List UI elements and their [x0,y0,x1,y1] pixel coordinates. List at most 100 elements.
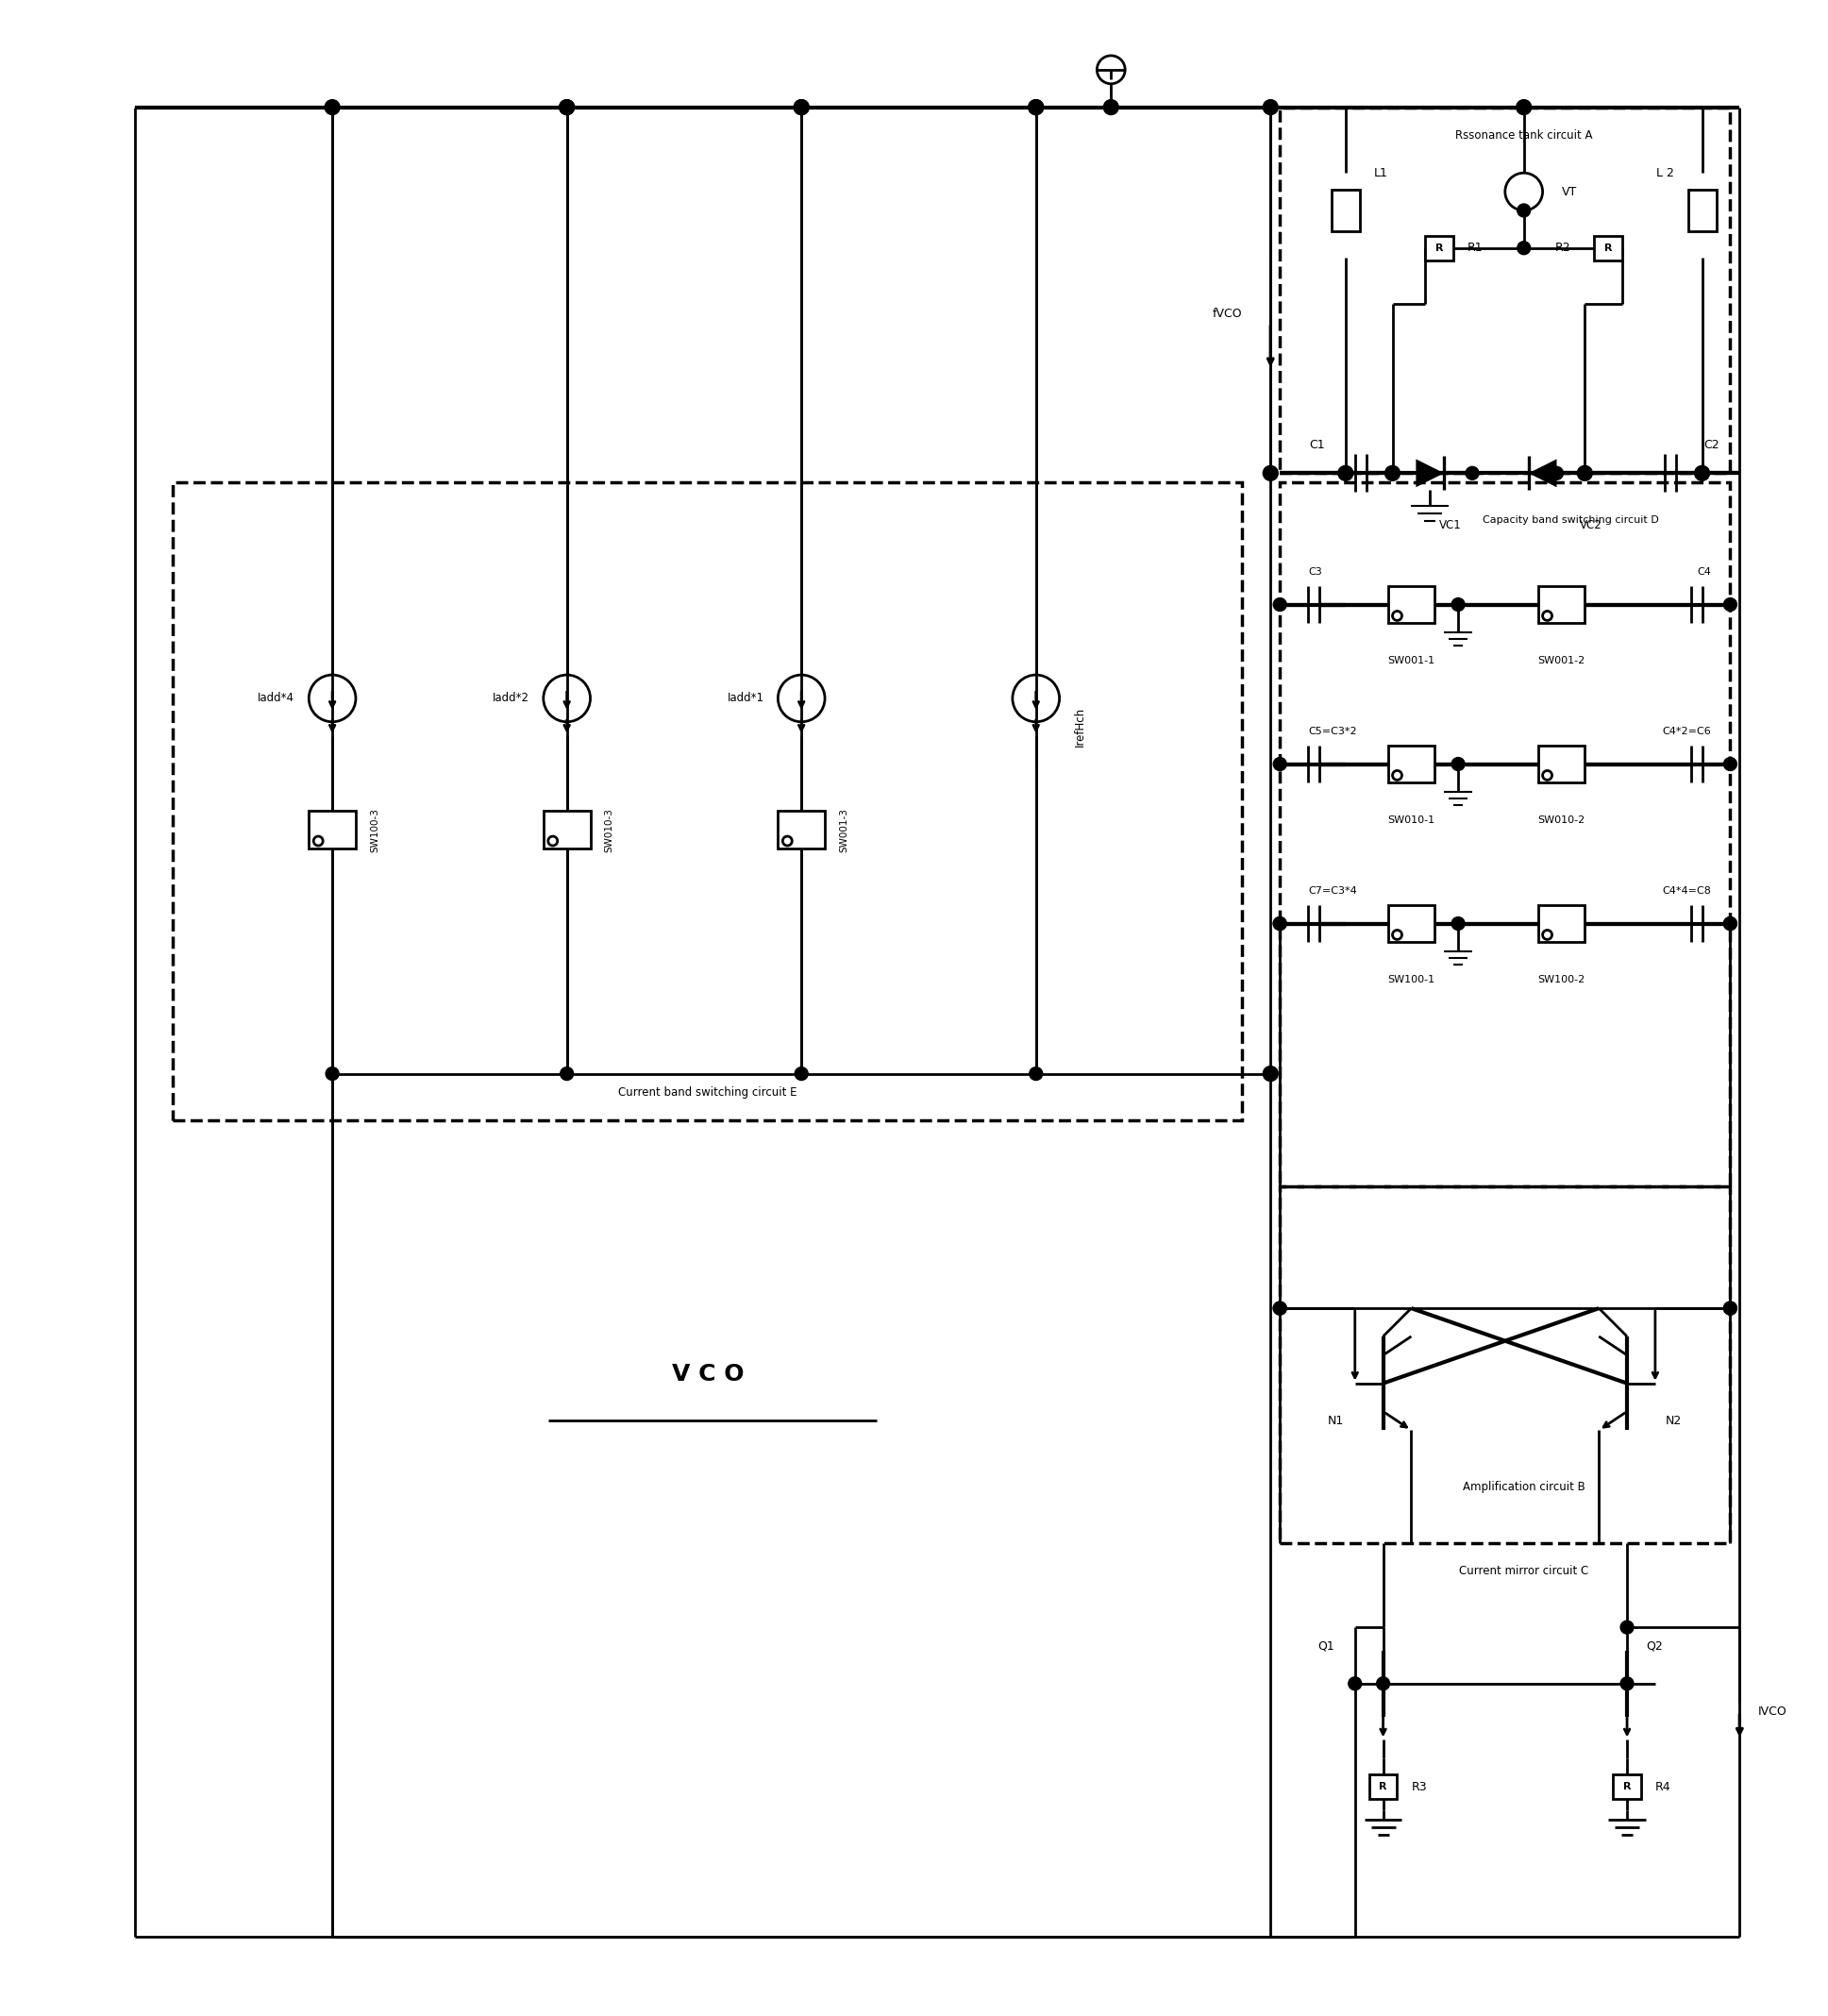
Circle shape [1620,1621,1634,1633]
Bar [1369,1774,1397,1798]
Circle shape [1451,917,1464,929]
Circle shape [1104,99,1119,115]
Circle shape [559,99,574,115]
Text: SW010-2: SW010-2 [1537,816,1585,825]
Bar [1331,190,1360,232]
Bar [1537,746,1585,782]
Circle shape [1338,466,1353,480]
Bar [1594,236,1623,260]
Text: R3: R3 [1411,1780,1428,1792]
Text: R2: R2 [1556,242,1570,254]
Text: SW001-3: SW001-3 [839,808,848,853]
Text: C7=C3*4: C7=C3*4 [1309,885,1356,895]
Circle shape [1466,466,1479,480]
Circle shape [1451,599,1464,611]
Circle shape [561,1066,574,1081]
Text: C4*2=C6: C4*2=C6 [1663,726,1711,736]
Circle shape [1029,99,1044,115]
Circle shape [793,99,810,115]
Bar [1537,587,1585,623]
Text: fVCO: fVCO [1212,308,1243,321]
Text: VC2: VC2 [1579,518,1603,530]
Circle shape [325,99,340,115]
Text: R: R [1435,244,1444,252]
Text: Rssonance tank circuit A: Rssonance tank circuit A [1455,129,1592,141]
Text: C2: C2 [1704,439,1720,452]
Circle shape [1451,758,1464,770]
Circle shape [559,99,574,115]
Text: Iadd*4: Iadd*4 [258,691,294,704]
Circle shape [795,1066,808,1081]
Circle shape [1724,1302,1737,1314]
Text: C4: C4 [1698,566,1711,577]
Bar [1280,107,1731,474]
Text: Q2: Q2 [1645,1639,1662,1653]
Text: Current mirror circuit C: Current mirror circuit C [1459,1564,1589,1577]
Text: C5=C3*2: C5=C3*2 [1309,726,1356,736]
Text: Q1: Q1 [1318,1639,1334,1653]
Circle shape [1029,1066,1042,1081]
Text: R1: R1 [1468,242,1483,254]
Text: SW001-2: SW001-2 [1537,655,1585,665]
Text: SW100-3: SW100-3 [369,808,378,853]
Text: IrefHch: IrefHch [1073,708,1086,746]
Text: C3: C3 [1309,566,1322,577]
Text: VC1: VC1 [1439,518,1462,530]
Circle shape [1263,99,1278,115]
Circle shape [1274,917,1287,929]
Bar [1280,1185,1731,1542]
Text: N1: N1 [1329,1415,1344,1427]
Polygon shape [1528,460,1557,488]
Text: Current band switching circuit E: Current band switching circuit E [618,1087,797,1099]
Text: Iadd*1: Iadd*1 [728,691,764,704]
Circle shape [1517,204,1530,218]
Circle shape [793,99,810,115]
Bar [1387,587,1435,623]
Text: SW010-3: SW010-3 [605,808,614,853]
Circle shape [1274,917,1287,929]
Circle shape [1724,758,1737,770]
Bar [1387,746,1435,782]
Text: VT: VT [1561,185,1578,198]
Text: R4: R4 [1654,1780,1671,1792]
Circle shape [1578,466,1592,480]
Bar [543,810,590,849]
Text: SW001-1: SW001-1 [1387,655,1435,665]
Circle shape [1274,599,1287,611]
Text: SW010-1: SW010-1 [1387,816,1435,825]
Circle shape [1517,99,1532,115]
Text: Iadd*2: Iadd*2 [492,691,530,704]
Text: R: R [1605,244,1612,252]
Text: N2: N2 [1665,1415,1682,1427]
Circle shape [1349,1677,1362,1689]
Circle shape [325,1066,338,1081]
Text: L1: L1 [1373,167,1387,179]
Text: R: R [1623,1782,1631,1792]
Circle shape [1550,466,1563,480]
Circle shape [1376,1677,1389,1689]
Bar [1387,905,1435,941]
Bar [1612,1774,1642,1798]
Circle shape [1724,917,1737,929]
Circle shape [1029,99,1044,115]
Bar [174,482,1243,1121]
Text: SW100-1: SW100-1 [1387,976,1435,984]
Circle shape [1517,242,1530,254]
Circle shape [1724,599,1737,611]
Circle shape [1263,466,1278,480]
Circle shape [1274,758,1287,770]
Text: C1: C1 [1309,439,1325,452]
Bar [1537,905,1585,941]
Circle shape [1724,1302,1737,1314]
Bar [1280,482,1731,1185]
Bar [309,810,356,849]
Circle shape [1724,917,1737,929]
Text: C4*4=C8: C4*4=C8 [1662,885,1711,895]
Bar [1426,236,1453,260]
Text: IVCO: IVCO [1759,1706,1788,1718]
Text: Capacity band switching circuit D: Capacity band switching circuit D [1483,516,1658,524]
Circle shape [1274,1302,1287,1314]
Text: V C O: V C O [671,1363,744,1385]
Circle shape [1695,466,1709,480]
Circle shape [1386,466,1400,480]
